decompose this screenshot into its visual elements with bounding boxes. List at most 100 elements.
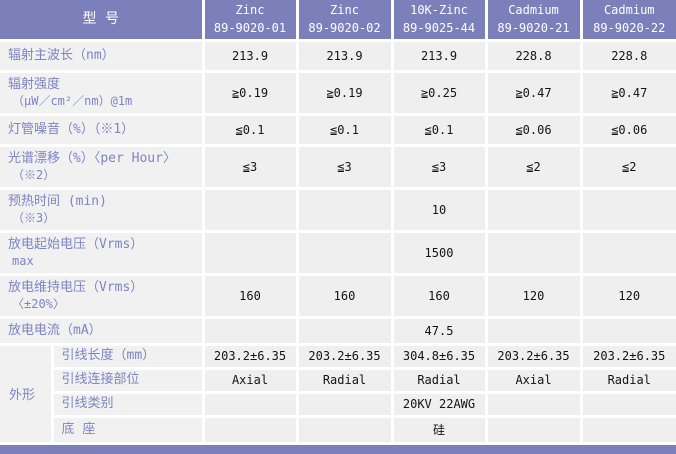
spec-value-cell: ≦3 [297,145,394,190]
row-label-line1: 灯管噪音（%）（※1） [8,121,135,137]
spec-value-cell: ≦3 [203,145,299,190]
column-header: Zinc 89-9020-01 [203,0,299,42]
spec-value-cell: ≦0.06 [581,114,676,147]
table-row: 外形 引线长度（mm） 203.2±6.35 203.2±6.35 304.8±6.35… [0,344,676,445]
row-label: 放电起始电压（Vrms） max [0,231,205,276]
spec-value-cell: 硅 [392,416,488,445]
spec-value-cell: 203.2±6.35 [486,344,583,370]
row-label: 光谱漂移（%）〈per Hour〉 （※2） [0,145,205,190]
spec-value-cell: Axial [486,368,583,394]
spec-value-cell: ≦0.1 [392,114,488,147]
table-row: 辐射主波长（nm） 213.9 213.9 213.9 228.8 228.8 [0,40,676,73]
row-label: 引线连接部位 [52,368,205,394]
spec-value-cell: 228.8 [581,40,676,73]
spec-value-cell [203,416,299,445]
table-row: 灯管噪音（%）（※1） ≦0.1 ≦0.1 ≦0.1 ≦0.06 ≦0.06 [0,114,676,147]
spec-value-cell [297,188,394,233]
row-label: 放电维持电压（Vrms） 〈±20%〉 [0,274,205,319]
spec-value-cell [203,317,299,346]
row-label-line1: 放电电流（mA） [8,322,102,338]
spec-value-cell: 160 [392,274,488,319]
row-label: 辐射主波长（nm） [0,40,205,73]
row-label: 引线长度（mm） [52,344,205,370]
spec-value-cell: 10 [392,188,488,233]
spec-value-cell [486,317,583,346]
spec-value-cell: 160 [297,274,394,319]
spec-value-cell [297,231,394,276]
table-row: 放电起始电压（Vrms） max 1500 [0,231,676,276]
spec-value-cell: 203.2±6.35 [581,344,676,370]
spec-value-cell: 213.9 [392,40,488,73]
row-label: 放电电流（mA） [0,317,205,346]
column-header: Cadmium 89-9020-22 [581,0,676,42]
table-row: 预热时间 (min) （※3） 10 [0,188,676,233]
spec-value-cell [486,392,583,418]
row-label-line2: （※3） [12,211,56,226]
table-row: 光谱漂移（%）〈per Hour〉 （※2） ≦3 ≦3 ≦3 ≦2 ≦2 [0,145,676,190]
spec-value-cell: ≦2 [581,145,676,190]
table-row: 辐射强度 （μW／cm²／nm）@1m ≧0.19 ≧0.19 ≧0.25 ≧0.47 ≧0… [0,71,676,116]
row-label-line1: 光谱漂移（%）〈per Hour〉 [8,150,176,166]
table-row: 放电电流（mA） 47.5 [0,317,676,346]
spec-value-cell: 203.2±6.35 [203,344,299,370]
spec-value-cell: 1500 [392,231,488,276]
spec-value-cell [297,416,394,445]
spec-value-cell: Radial [581,368,676,394]
spec-value-cell: 120 [486,274,583,319]
table-row: 引线类别 20KV 22AWG [0,392,676,418]
spec-value-cell [486,188,583,233]
spec-value-cell: ≦3 [392,145,488,190]
header-row: 型 号 Zinc 89-9020-01 Zinc 89-9020-02 10K-Zi… [0,0,676,42]
spec-value-cell: ≦2 [486,145,583,190]
table-row: 底 座硅 [0,416,676,445]
spec-value-cell: ≦0.1 [203,114,299,147]
spec-value-cell: ≧0.19 [203,71,299,116]
spec-value-cell: 228.8 [486,40,583,73]
spec-value-cell: 120 [581,274,676,319]
spec-value-cell: 203.2±6.35 [297,344,394,370]
row-label: 灯管噪音（%）（※1） [0,114,205,147]
spec-value-cell [203,392,299,418]
row-label: 辐射强度 （μW／cm²／nm）@1m [0,71,205,116]
spec-value-cell [581,231,676,276]
spec-value-cell [581,317,676,346]
spec-value-cell [203,231,299,276]
spec-value-cell [486,231,583,276]
spec-value-cell: ≧0.25 [392,71,488,116]
spec-value-cell: ≦0.1 [297,114,394,147]
footer-bar [0,444,676,454]
spec-value-cell: 304.8±6.35 [392,344,488,370]
spec-value-cell: 213.9 [297,40,394,73]
column-header: Zinc 89-9020-02 [297,0,394,42]
column-header: Cadmium 89-9020-21 [486,0,583,42]
group-label: 外形 [0,344,54,445]
row-label-line2: max [12,254,34,269]
table-row: 放电维持电压（Vrms） 〈±20%〉 160 160 160 120 120 [0,274,676,319]
spec-value-cell [581,416,676,445]
row-label-line2: （μW／cm²／nm）@1m [12,94,133,109]
spec-value-cell [486,416,583,445]
row-label-line1: 预热时间 (min) [8,193,107,209]
spec-value-cell [203,188,299,233]
spec-value-cell [581,392,676,418]
spec-value-cell [297,317,394,346]
spec-value-cell: 20KV 22AWG [392,392,488,418]
spec-value-cell [581,188,676,233]
spec-table-body: 辐射主波长（nm） 213.9 213.9 213.9 228.8 228.8 辐射强度 （μ… [0,40,676,445]
table-row: 引线连接部位 Axial Radial Radial Axial Radial [0,368,676,394]
model-header-cell: 型 号 [0,0,205,42]
row-label: 预热时间 (min) （※3） [0,188,205,233]
row-label-line1: 放电维持电压（Vrms） [8,279,144,295]
spec-value-cell: 160 [203,274,299,319]
spec-value-cell: Radial [392,368,488,394]
spec-value-cell: Radial [297,368,394,394]
row-label-line1: 放电起始电压（Vrms） [8,236,144,252]
spec-value-cell: ≧0.19 [297,71,394,116]
spec-value-cell [297,392,394,418]
row-label: 引线类别 [52,392,205,418]
row-label-line1: 辐射主波长（nm） [8,47,115,63]
row-label-line2: （※2） [12,168,56,183]
spec-value-cell: ≧0.47 [486,71,583,116]
spec-value-cell: 47.5 [392,317,488,346]
